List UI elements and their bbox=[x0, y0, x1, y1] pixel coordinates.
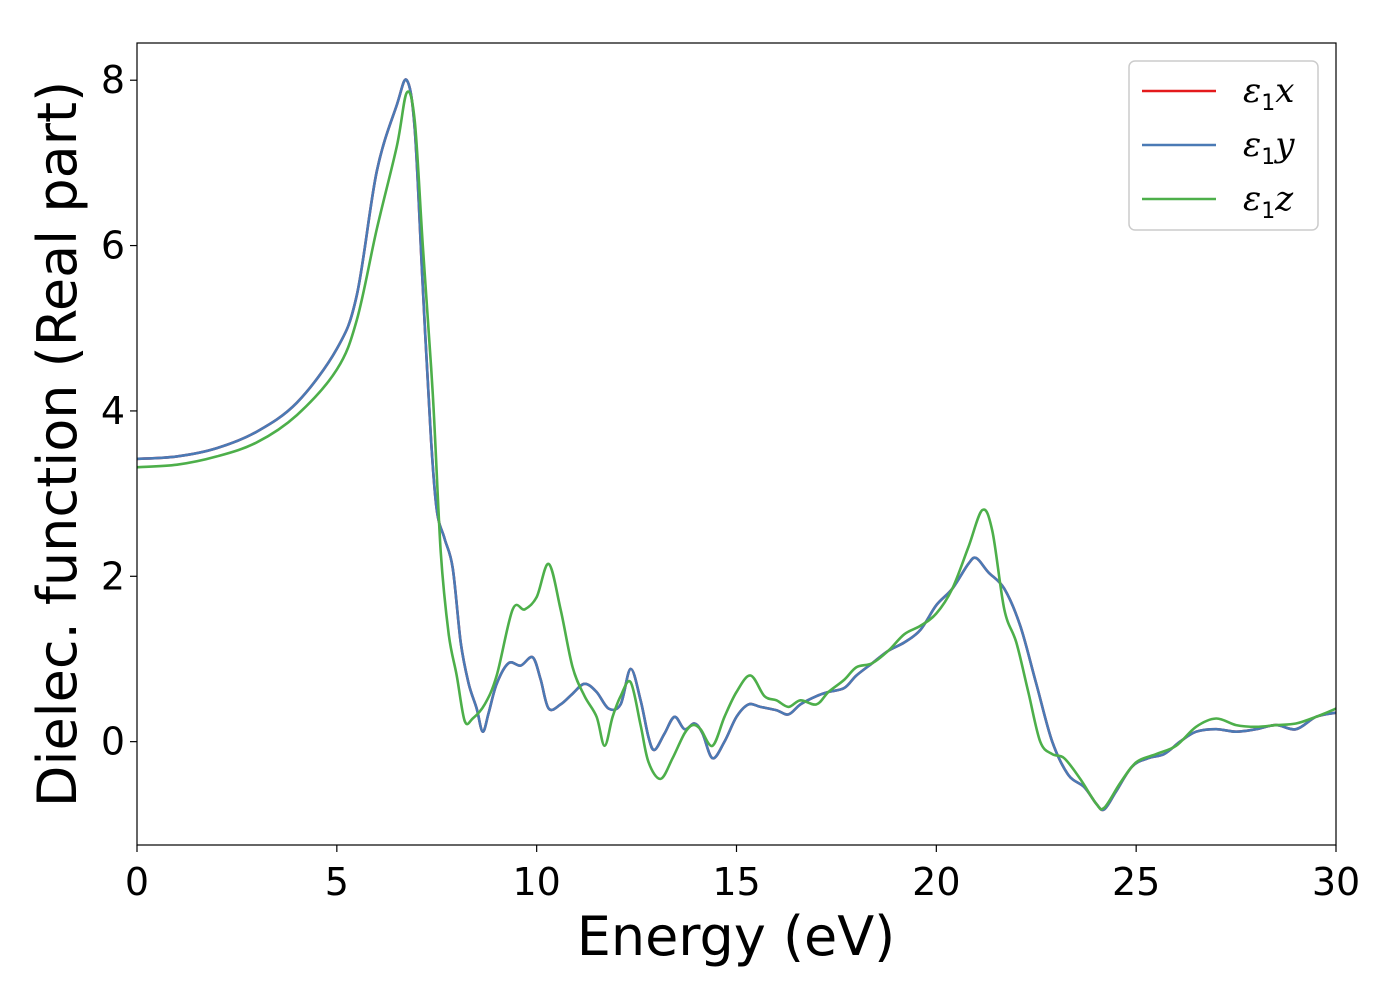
y-tick-label: 0 bbox=[101, 720, 125, 764]
series-layer bbox=[137, 78, 1336, 812]
x-tick-label: 15 bbox=[712, 860, 760, 904]
y-tick-label: 6 bbox=[101, 224, 125, 268]
legend-label-y: ε1y bbox=[1243, 125, 1295, 170]
series-line-z bbox=[137, 90, 1336, 811]
x-tick-label: 10 bbox=[512, 860, 560, 904]
legend-label-x: ε1x bbox=[1243, 71, 1294, 116]
y-tick-label: 4 bbox=[101, 389, 125, 433]
x-tick-label: 5 bbox=[325, 860, 349, 904]
plot-area bbox=[136, 42, 1337, 846]
y-tick-label: 2 bbox=[101, 554, 125, 598]
x-tick-label: 0 bbox=[125, 860, 149, 904]
legend-box bbox=[1128, 60, 1319, 231]
x-axis: 0 5 10 15 20 25 30 bbox=[125, 845, 1360, 904]
x-tick-label: 20 bbox=[912, 860, 960, 904]
y-axis-title: Dielec. function (Real part) bbox=[26, 81, 89, 807]
x-tick-label: 30 bbox=[1312, 860, 1360, 904]
legend-label-z: ε1z bbox=[1243, 179, 1294, 224]
legend: ε1x ε1y ε1z bbox=[1128, 60, 1319, 231]
x-tick-label: 25 bbox=[1112, 860, 1160, 904]
x-axis-title: Energy (eV) bbox=[577, 905, 896, 968]
y-axis: 0 2 4 6 8 bbox=[101, 58, 137, 764]
y-tick-label: 8 bbox=[101, 58, 125, 102]
